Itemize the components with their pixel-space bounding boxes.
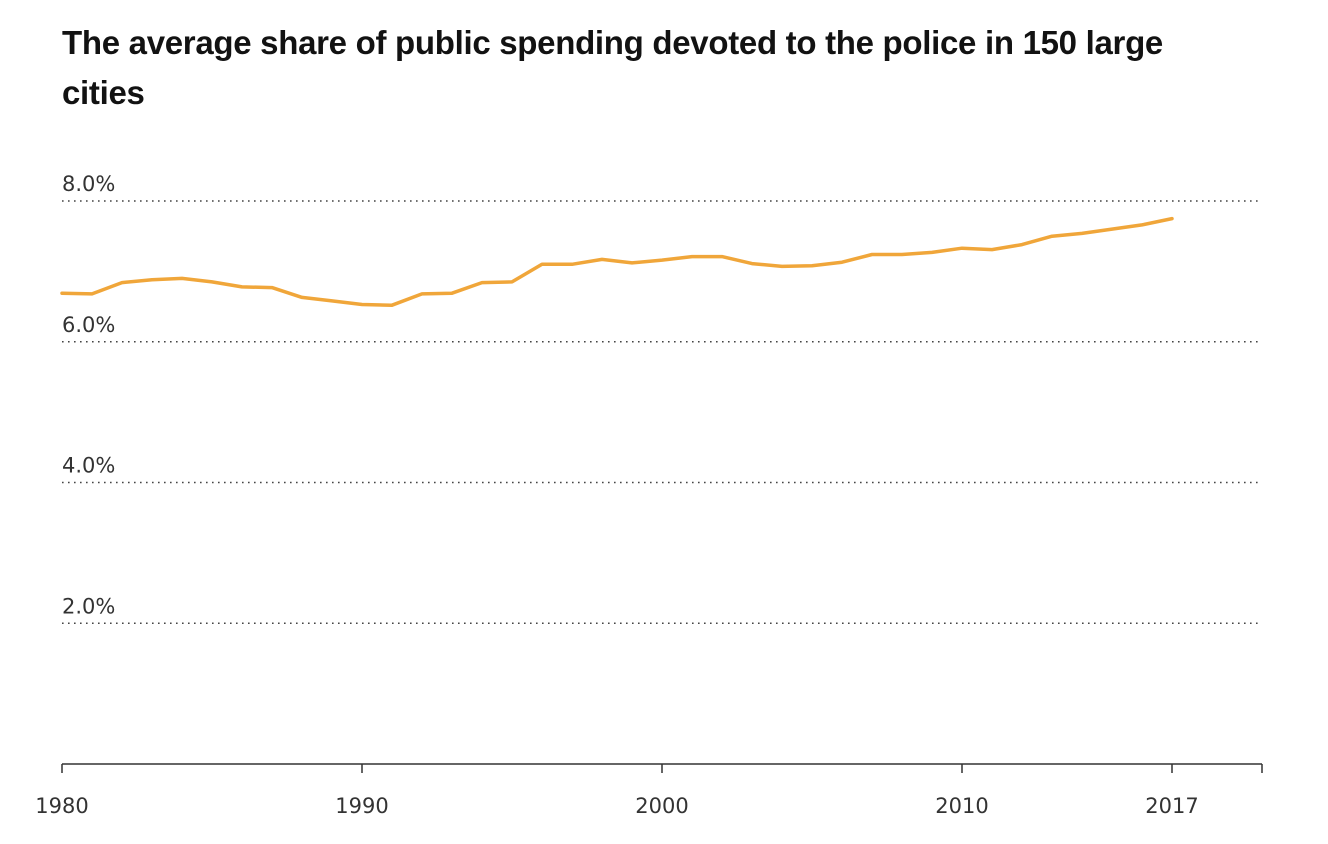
data-point bbox=[1080, 231, 1084, 235]
data-point bbox=[300, 295, 304, 299]
data-point bbox=[90, 292, 94, 296]
series-line bbox=[60, 216, 1174, 307]
gridlines: 8.0% 6.0% 4.0% 2.0% bbox=[62, 172, 1258, 625]
data-point bbox=[990, 248, 994, 252]
data-point bbox=[240, 285, 244, 289]
x-tick-label: 1990 bbox=[335, 794, 388, 818]
data-point bbox=[600, 257, 604, 261]
data-point bbox=[210, 280, 214, 284]
data-point bbox=[270, 286, 274, 290]
data-point bbox=[750, 262, 754, 266]
y-tick-label: 2.0% bbox=[62, 594, 115, 618]
data-point bbox=[870, 252, 874, 256]
data-point bbox=[1020, 243, 1024, 247]
series-layer bbox=[60, 216, 1174, 307]
x-axis: 1980 1990 2000 2010 2017 bbox=[35, 763, 1263, 818]
data-point bbox=[1140, 223, 1144, 227]
data-point bbox=[120, 281, 124, 285]
data-point bbox=[540, 262, 544, 266]
data-point bbox=[1110, 227, 1114, 231]
data-point bbox=[360, 302, 364, 306]
y-tick-label: 6.0% bbox=[62, 313, 115, 337]
data-point bbox=[840, 260, 844, 264]
data-point bbox=[810, 264, 814, 268]
data-point bbox=[720, 255, 724, 259]
x-tick-label: 2017 bbox=[1145, 794, 1198, 818]
data-point bbox=[960, 246, 964, 250]
data-point bbox=[1170, 217, 1174, 221]
data-point bbox=[180, 276, 184, 280]
data-point bbox=[900, 252, 904, 256]
data-point bbox=[390, 303, 394, 307]
x-tick-label: 2010 bbox=[935, 794, 988, 818]
x-tick-label: 1980 bbox=[35, 794, 88, 818]
chart-title: The average share of public spending dev… bbox=[62, 24, 1163, 111]
data-point bbox=[630, 261, 634, 265]
data-point bbox=[780, 264, 784, 268]
x-tick-label: 2000 bbox=[635, 794, 688, 818]
data-point bbox=[660, 258, 664, 262]
data-point bbox=[1050, 234, 1054, 238]
data-point bbox=[330, 299, 334, 303]
y-tick-label: 4.0% bbox=[62, 454, 115, 478]
y-tick-label: 8.0% bbox=[62, 172, 115, 196]
data-point bbox=[60, 291, 64, 295]
data-point bbox=[510, 280, 514, 284]
data-point bbox=[450, 291, 454, 295]
data-point bbox=[420, 292, 424, 296]
data-point bbox=[930, 250, 934, 254]
data-point bbox=[150, 278, 154, 282]
data-point bbox=[570, 262, 574, 266]
data-point bbox=[480, 281, 484, 285]
data-point bbox=[690, 255, 694, 259]
